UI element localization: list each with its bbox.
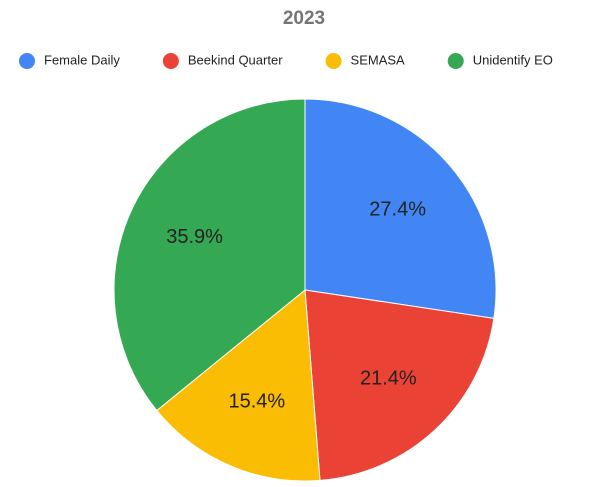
legend-swatch [162, 53, 179, 69]
pie-slice [304, 289, 495, 481]
slice-label: 27.4% [369, 199, 426, 221]
legend-label: Female Daily [44, 52, 120, 67]
slice-label: 21.4% [360, 368, 417, 390]
pie-slice [113, 98, 306, 412]
legend-swatch [447, 53, 464, 69]
pie-slice [156, 289, 321, 482]
pie-slice [304, 98, 497, 319]
legend-label: SEMASA [351, 52, 406, 67]
legend-swatch [325, 53, 342, 69]
legend-label: Beekind Quarter [188, 52, 283, 67]
chart-title: 2023 [283, 8, 325, 29]
slice-label: 35.9% [166, 226, 223, 248]
slice-label: 15.4% [228, 391, 285, 413]
legend-swatch [19, 53, 35, 69]
legend-label: Unidentify EO [473, 52, 553, 67]
